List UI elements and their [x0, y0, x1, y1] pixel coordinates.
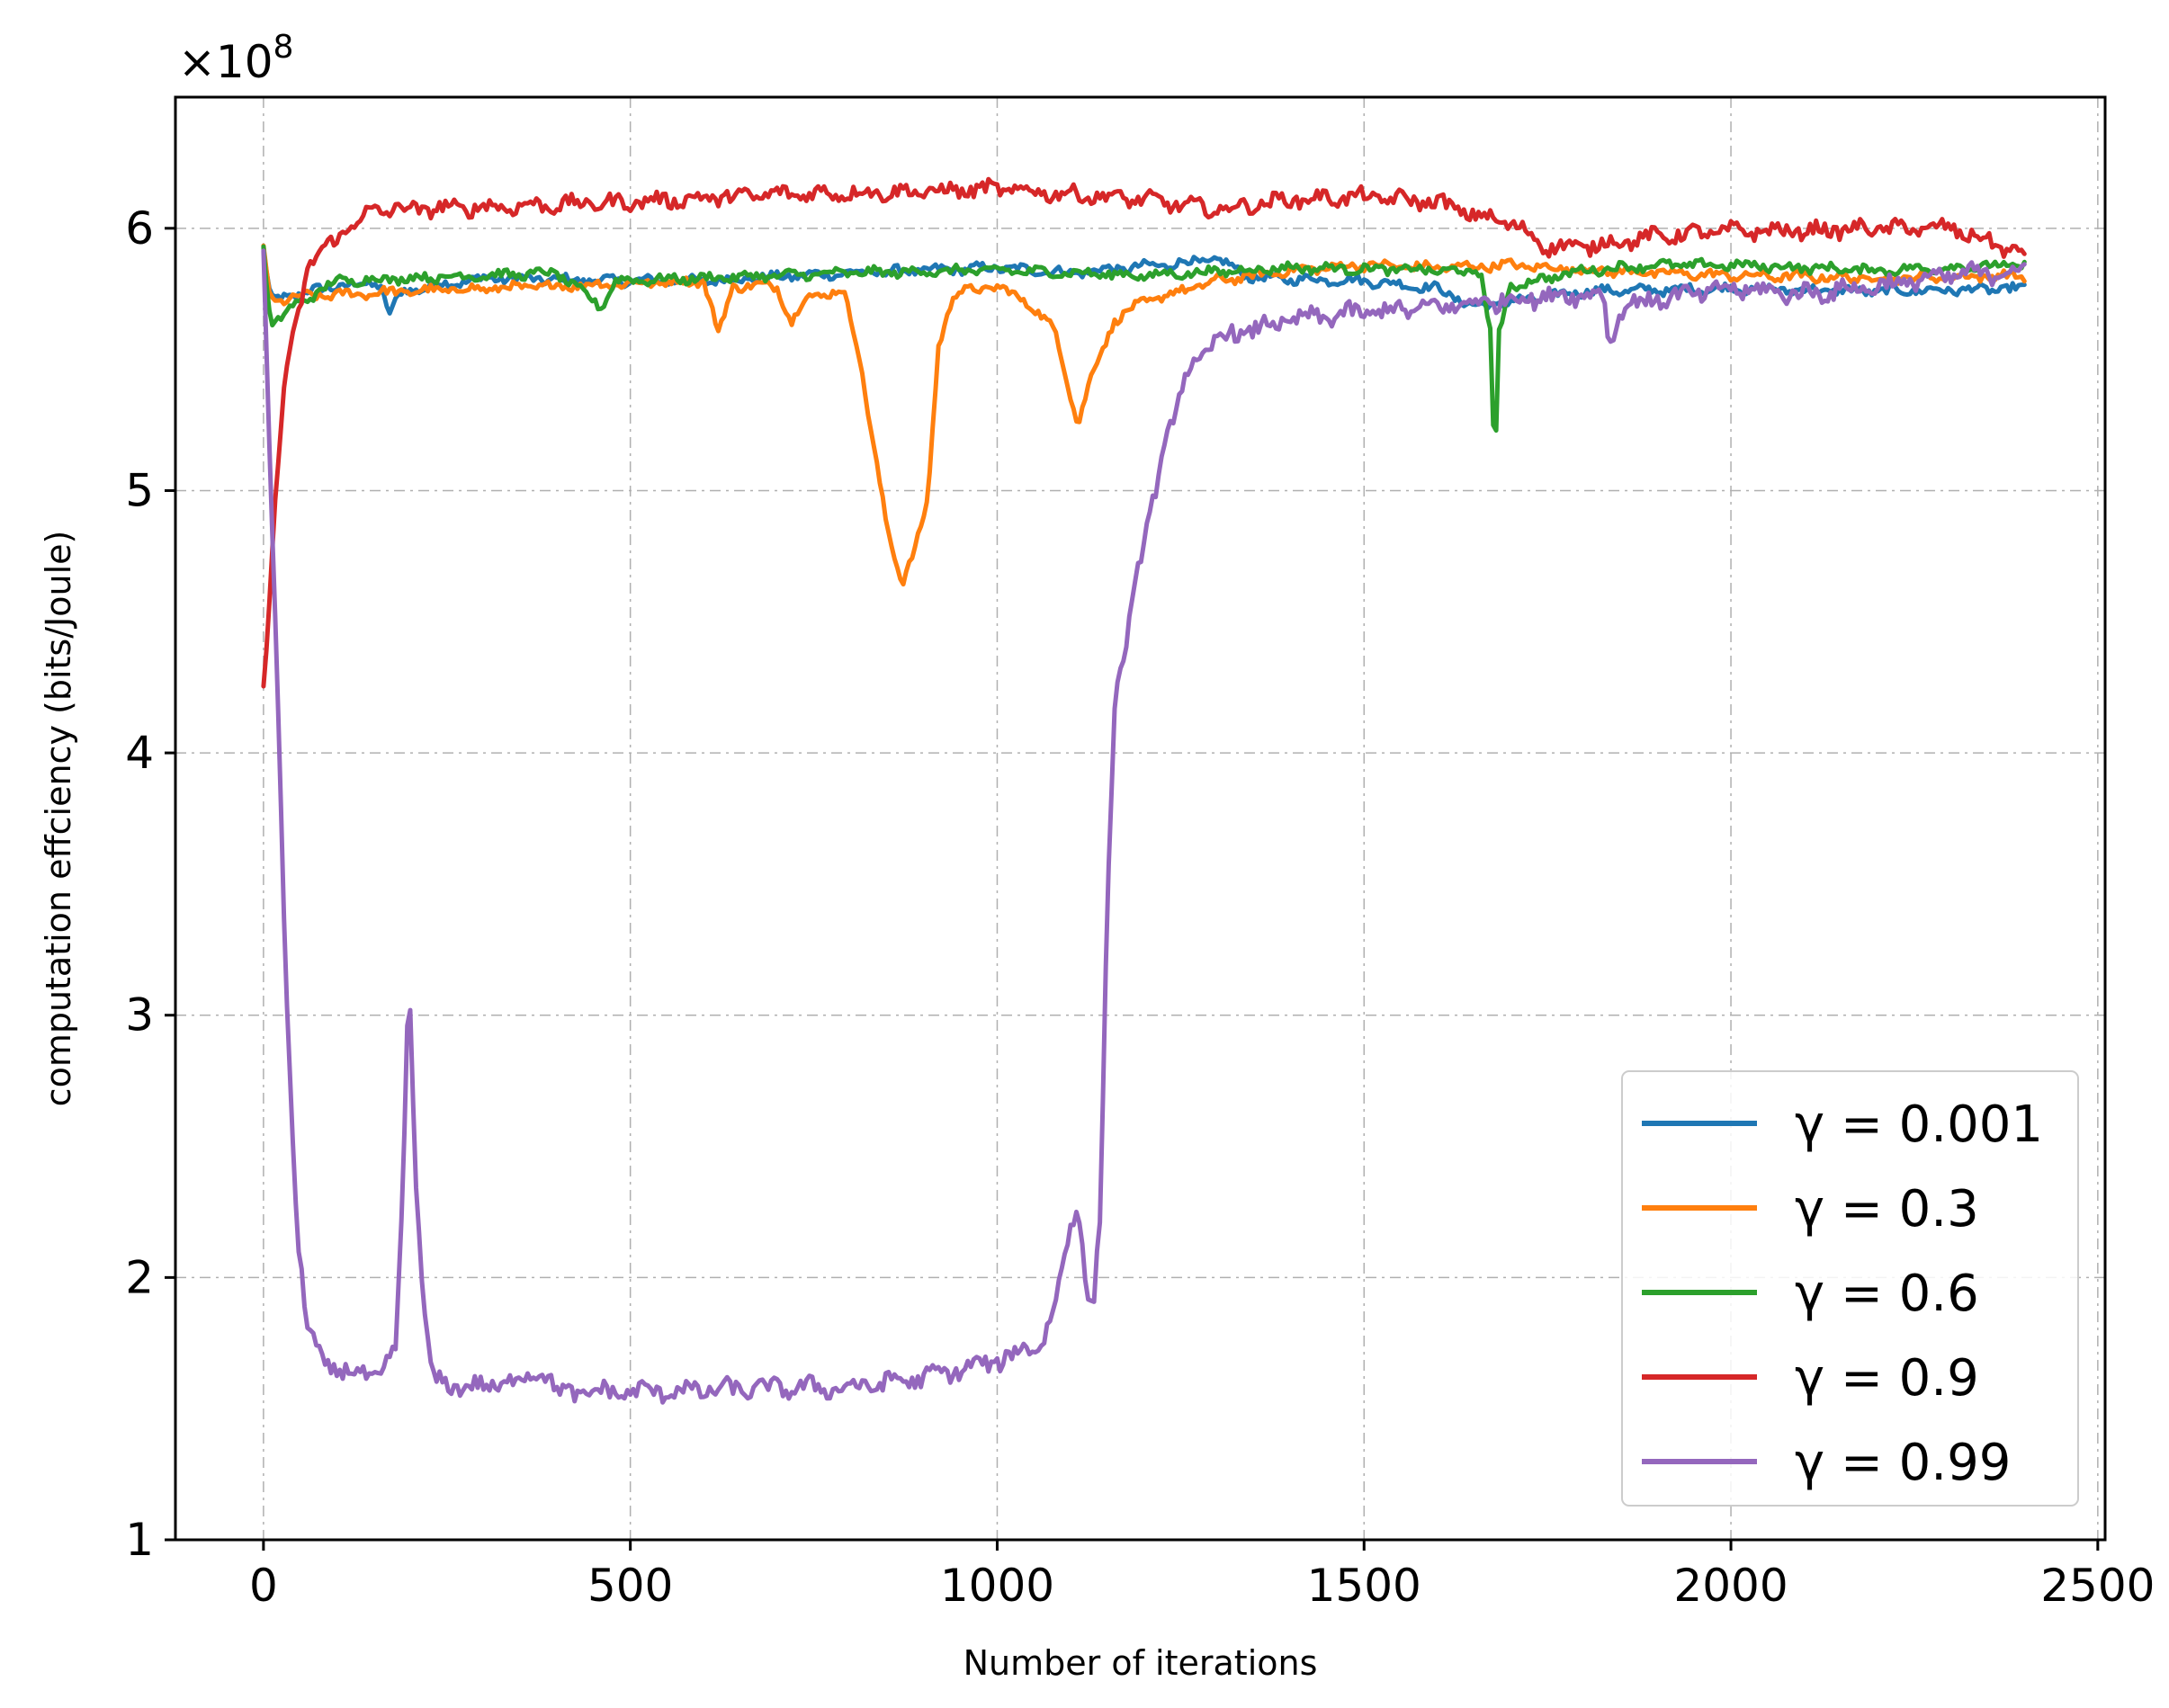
x-tick-label: 1000	[940, 1560, 1054, 1612]
legend-label: γ = 0.9	[1795, 1349, 1979, 1408]
y-tick-label: 5	[125, 464, 154, 516]
plot-frame	[174, 95, 2107, 1542]
legend-label: γ = 0.99	[1795, 1434, 2011, 1492]
legend-label: γ = 0.6	[1795, 1265, 1979, 1323]
series-line-2	[261, 244, 2027, 434]
legend-entry: γ = 0.6	[1642, 1265, 1979, 1323]
x-tick-label: 2000	[1673, 1560, 1788, 1612]
legend-label: γ = 0.3	[1795, 1180, 1979, 1239]
y-tick-label: 6	[125, 202, 154, 255]
y-tick-label: 4	[125, 727, 154, 779]
y-axis-ticks: 1 2 3 4 5 6	[125, 202, 175, 1566]
series-line-1	[261, 243, 2027, 587]
y-axis-exponent-power: 8	[273, 29, 294, 66]
x-axis-ticks: 0 500 1000 1500 2000 2500	[249, 1540, 2155, 1612]
legend-box	[1621, 1070, 2079, 1507]
series-line-4	[261, 248, 2027, 1405]
y-axis-title: computation effciency (bits/Joule)	[39, 531, 78, 1107]
y-tick-label: 2	[125, 1251, 154, 1303]
legend-label: γ = 0.001	[1795, 1095, 2043, 1154]
legend-entry: γ = 0.9	[1642, 1349, 1979, 1408]
y-tick-label: 1	[125, 1514, 154, 1566]
legend-entry: γ = 0.99	[1642, 1434, 2011, 1492]
x-tick-label: 0	[249, 1560, 278, 1612]
x-axis-title: Number of iterations	[964, 1643, 1318, 1683]
x-tick-label: 2500	[2040, 1560, 2155, 1612]
y-axis-exponent: ×108	[178, 29, 293, 88]
legend: γ = 0.001 γ = 0.3 γ = 0.6 γ = 0.9 γ = 0.99	[1621, 1070, 2079, 1507]
y-tick-label: 3	[125, 989, 154, 1042]
x-tick-label: 500	[587, 1560, 673, 1612]
series-line-3	[261, 176, 2027, 689]
series-layer	[261, 176, 2027, 1405]
legend-entry: γ = 0.001	[1642, 1095, 2043, 1154]
x-tick-label: 1500	[1307, 1560, 1421, 1612]
legend-entry: γ = 0.3	[1642, 1180, 1979, 1239]
y-axis-exponent-base: ×10	[178, 36, 273, 88]
